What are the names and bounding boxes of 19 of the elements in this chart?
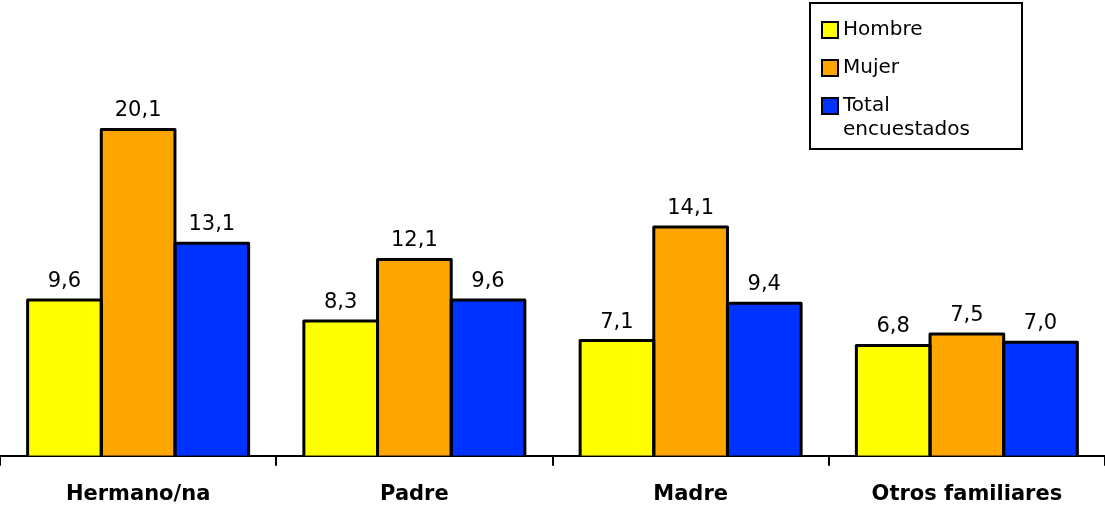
- data-label: 6,8: [876, 313, 910, 338]
- data-label: 13,1: [188, 211, 236, 236]
- x-tick-label: Hermano/na: [65, 480, 211, 505]
- legend-label: Total encuestados: [843, 92, 971, 140]
- legend-label: Mujer: [843, 54, 900, 78]
- data-label: 8,3: [324, 289, 358, 314]
- data-label: 9,4: [747, 271, 781, 296]
- data-label: 9,6: [47, 267, 82, 292]
- legend-label: Hombre: [843, 16, 923, 40]
- data-label: 20,1: [114, 97, 162, 122]
- x-tick-label: Otros familiares: [871, 480, 1063, 505]
- x-tick-label: Padre: [380, 480, 449, 505]
- x-tick-label: Madre: [653, 480, 728, 505]
- data-label: 7,0: [1023, 310, 1058, 335]
- data-label: 7,5: [950, 302, 984, 327]
- data-label: 9,6: [471, 267, 505, 292]
- data-label: 7,1: [600, 308, 634, 333]
- data-label: 14,1: [667, 194, 715, 219]
- data-label: 12,1: [390, 227, 438, 252]
